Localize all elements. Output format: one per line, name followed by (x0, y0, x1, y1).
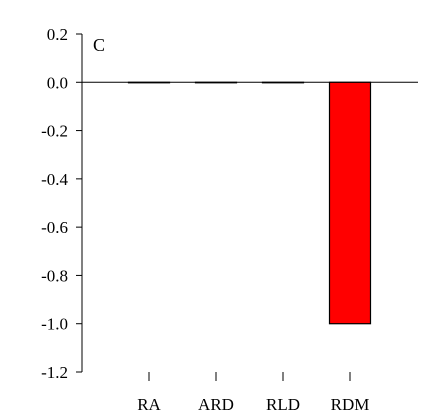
bar-group (127, 81, 372, 325)
panel-label: C (93, 35, 105, 55)
bar-rld (261, 81, 305, 84)
bar-rdm (328, 81, 372, 325)
bar-ra (127, 81, 171, 84)
x-tick-label: ARD (198, 395, 234, 414)
bar-ard (194, 81, 238, 84)
y-tick-label: -0.4 (41, 170, 68, 189)
x-tick-label: RDM (331, 395, 370, 414)
x-tick-group: RA ARD RLD RDM (137, 372, 369, 414)
x-tick-label: RA (137, 395, 161, 414)
y-axis: 0.2 0.0 -0.2 -0.4 -0.6 -0.8 -1.0 -1.2 (41, 25, 83, 382)
x-tick-label: RLD (266, 395, 300, 414)
y-tick-label: -1.0 (41, 315, 68, 334)
y-tick-label: -0.2 (41, 122, 68, 141)
y-tick-label: 0.2 (47, 25, 68, 44)
y-tick-label: 0.0 (47, 73, 68, 92)
y-tick-label: -0.6 (41, 218, 68, 237)
y-tick-label: -1.2 (41, 363, 68, 382)
y-tick-group: 0.2 0.0 -0.2 -0.4 -0.6 -0.8 -1.0 -1.2 (41, 25, 82, 382)
y-tick-label: -0.8 (41, 266, 68, 285)
